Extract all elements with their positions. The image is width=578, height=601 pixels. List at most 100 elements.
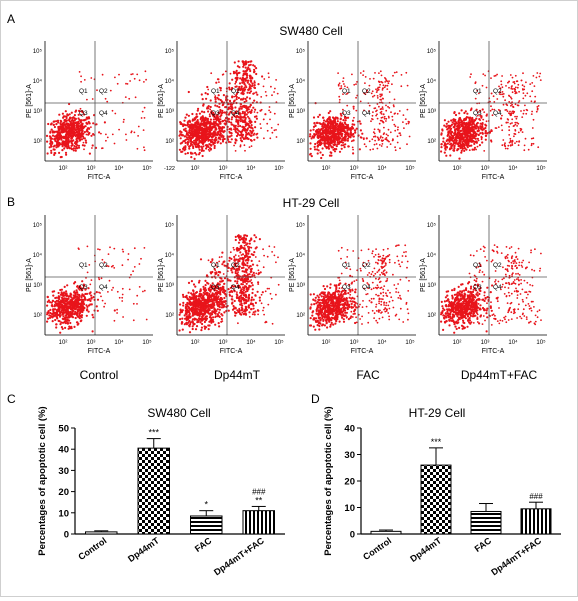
quadrant-label-q1: Q1 bbox=[473, 88, 482, 95]
facs-y-tick-label: 10⁵ bbox=[165, 48, 175, 55]
quadrant-label-q1: Q1 bbox=[342, 88, 351, 95]
bar-y-tick-label: 20 bbox=[58, 487, 69, 498]
bar-y-tick-label: 30 bbox=[58, 466, 69, 477]
bar-y-tick-label: 40 bbox=[58, 445, 69, 456]
facs-y-tick-label: 10⁴ bbox=[33, 252, 43, 259]
facs-x-tick-label: 10³ bbox=[350, 340, 359, 346]
facs-dots bbox=[46, 246, 148, 334]
facs-y-tick-label: 10² bbox=[33, 313, 42, 319]
facs-x-tick-label: 10⁵ bbox=[142, 339, 152, 346]
facs-y-tick-label: 10⁴ bbox=[33, 78, 43, 85]
facs-x-axis-title: FITC-A bbox=[482, 348, 505, 355]
facs-x-tick-label: 10³ bbox=[350, 166, 359, 172]
facs-x-axis-title: FITC-A bbox=[482, 174, 505, 181]
facs-x-axis-title: FITC-A bbox=[220, 174, 243, 181]
facs-x-tick-label: 10⁵ bbox=[536, 165, 546, 172]
facs-y-tick-label: 10⁴ bbox=[165, 78, 175, 85]
facs-x-axis-title: FITC-A bbox=[351, 348, 374, 355]
quadrant-label-q3: Q3 bbox=[342, 284, 351, 291]
facs-y-tick-label: 10⁵ bbox=[296, 222, 306, 229]
condition-label-dp44mt-fac: Dp44mT+FAC bbox=[461, 368, 538, 382]
panel-a-facs-row: Q1 Q2 Q3 Q4 10² 10³ 10⁴ 10⁵ 10² 10³ 10⁴ 10⁵ FITC-A PE… bbox=[26, 41, 547, 181]
bar-dp44mt bbox=[421, 465, 451, 534]
significance-star: ** bbox=[255, 495, 263, 505]
facs-y-axis-title: PE [561]-A bbox=[26, 258, 33, 292]
bar-y-tick-label: 0 bbox=[64, 530, 69, 541]
facs-x-tick-label: 10⁵ bbox=[274, 165, 284, 172]
facs-x-tick-label: 10² bbox=[191, 340, 200, 346]
facs-x-axis-title: FITC-A bbox=[351, 174, 374, 181]
facs-x-tick-label: 10³ bbox=[219, 166, 228, 172]
bar-y-tick-label: 30 bbox=[344, 450, 355, 461]
facs-x-axis-title: FITC-A bbox=[88, 348, 111, 355]
facs-y-tick-label: 10³ bbox=[296, 283, 305, 289]
facs-y-tick-label: 10⁵ bbox=[33, 48, 43, 55]
facs-y-axis-title: PE [561]-A bbox=[26, 84, 33, 118]
facs-y-tick-label: 10³ bbox=[165, 109, 174, 115]
significance-hash: ### bbox=[252, 487, 266, 496]
facs-x-tick-label: 10² bbox=[59, 340, 68, 346]
facs-y-tick-label: 10² bbox=[296, 313, 305, 319]
facs-x-tick-label: 10⁴ bbox=[508, 339, 518, 346]
quadrant-label-q2: Q2 bbox=[99, 88, 108, 95]
facs-y-tick-label: 10³ bbox=[427, 283, 436, 289]
bar-y-tick-label: 50 bbox=[58, 424, 69, 435]
bar-category-label: Dp44mT bbox=[408, 535, 443, 564]
facs-y-tick-label: 10³ bbox=[427, 109, 436, 115]
facs-x-tick-label: 10⁵ bbox=[536, 339, 546, 346]
facs-neg-tick-label: -122 bbox=[164, 166, 175, 172]
quadrant-label-q3: Q3 bbox=[211, 110, 220, 117]
facs-y-tick-label: 10⁵ bbox=[427, 48, 437, 55]
bar-dp44mt bbox=[138, 448, 170, 534]
facs-y-tick-label: 10² bbox=[296, 139, 305, 145]
facs-y-tick-label: 10⁵ bbox=[165, 222, 175, 229]
facs-y-tick-label: 10⁴ bbox=[296, 78, 306, 85]
bar-fac bbox=[191, 516, 223, 534]
facs-x-tick-label: 10⁴ bbox=[114, 165, 124, 172]
facs-x-tick-label: 10² bbox=[453, 340, 462, 346]
quadrant-label-q3: Q3 bbox=[473, 110, 482, 117]
facs-x-tick-label: 10³ bbox=[219, 340, 228, 346]
bar-category-label: Dp44mT+FAC bbox=[489, 535, 543, 577]
quadrant-label-q1: Q1 bbox=[211, 88, 220, 95]
panel-c-title: SW480 Cell bbox=[147, 406, 210, 420]
significance-star: *** bbox=[431, 437, 442, 447]
significance-hash: ### bbox=[529, 492, 543, 501]
facs-y-tick-label: 10² bbox=[427, 139, 436, 145]
facs-x-tick-label: 10⁴ bbox=[246, 339, 256, 346]
facs-dots bbox=[440, 244, 542, 334]
facs-y-axis-title: PE [561]-A bbox=[158, 258, 165, 292]
panel-a-letter: A bbox=[7, 12, 15, 26]
panel-b-facs-row: Q1 Q2 Q3 Q4 10² 10³ 10⁴ 10⁵ 10² 10³ 10⁴ 10⁵ FITC-A PE… bbox=[26, 215, 547, 355]
facs-x-axis-title: FITC-A bbox=[88, 174, 111, 181]
quadrant-label-q3: Q3 bbox=[211, 284, 220, 291]
quadrant-label-q1: Q1 bbox=[342, 262, 351, 269]
bar-y-tick-label: 0 bbox=[350, 530, 355, 541]
facs-y-tick-label: 10⁵ bbox=[296, 48, 306, 55]
quadrant-label-q2: Q2 bbox=[493, 88, 502, 95]
facs-x-tick-label: 10³ bbox=[481, 340, 490, 346]
significance-star: * bbox=[204, 500, 208, 510]
quadrant-label-q2: Q2 bbox=[231, 262, 240, 269]
facs-dots bbox=[309, 70, 411, 159]
quadrant-label-q4: Q4 bbox=[493, 284, 502, 291]
facs-x-tick-label: 10² bbox=[322, 166, 331, 172]
facs-x-tick-label: 10⁵ bbox=[405, 339, 415, 346]
facs-y-axis-title: PE [561]-A bbox=[289, 84, 296, 118]
facs-x-tick-label: 10⁴ bbox=[377, 165, 387, 172]
facs-y-tick-label: 10⁵ bbox=[33, 222, 43, 229]
facs-y-tick-label: 10⁴ bbox=[296, 252, 306, 259]
facs-y-tick-label: 10⁴ bbox=[427, 252, 437, 259]
facs-x-tick-label: 10⁵ bbox=[142, 165, 152, 172]
facs-y-tick-label: 10⁵ bbox=[427, 222, 437, 229]
facs-x-tick-label: 10² bbox=[322, 340, 331, 346]
facs-y-axis-title: PE [561]-A bbox=[158, 84, 165, 118]
quadrant-label-q4: Q4 bbox=[493, 110, 502, 117]
facs-x-tick-label: 10² bbox=[453, 166, 462, 172]
